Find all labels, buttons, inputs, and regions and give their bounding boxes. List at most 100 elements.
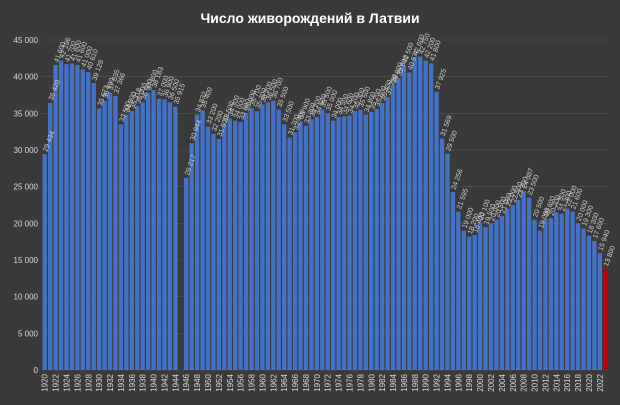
bar xyxy=(565,208,570,370)
y-tick-label: 45 000 xyxy=(14,36,39,45)
x-tick-label: 1960 xyxy=(258,373,267,391)
bar xyxy=(80,69,85,370)
x-tick-label: 1986 xyxy=(400,373,409,391)
bar xyxy=(575,223,581,370)
bar xyxy=(287,137,292,370)
bar xyxy=(483,227,488,370)
x-tick-label: 2014 xyxy=(552,373,561,391)
bar xyxy=(135,106,140,370)
bar xyxy=(118,124,124,370)
x-tick-label: 1946 xyxy=(182,373,191,391)
y-tick-label: 0 xyxy=(34,366,39,375)
bar xyxy=(227,118,232,370)
bar xyxy=(222,124,227,370)
bar xyxy=(86,72,91,371)
x-tick-label: 1968 xyxy=(302,373,311,391)
bar xyxy=(461,230,466,370)
bar xyxy=(526,197,532,370)
bar xyxy=(494,219,499,370)
x-axis: 1920 1922 1924 1926 1928 1930 1932 1934 1936 1938… xyxy=(41,373,605,391)
x-tick-label: 1950 xyxy=(204,373,213,391)
data-label: 37 925 xyxy=(434,68,448,91)
bar xyxy=(47,102,53,371)
x-tick-label: 2004 xyxy=(498,373,507,391)
bar xyxy=(510,205,515,370)
bar xyxy=(407,72,412,370)
bar xyxy=(129,111,134,370)
bar xyxy=(292,132,298,370)
bar xyxy=(488,223,494,370)
bar-layer xyxy=(42,56,608,371)
x-tick-label: 1930 xyxy=(95,373,104,391)
x-tick-label: 1994 xyxy=(443,373,452,391)
x-tick-label: 1966 xyxy=(291,373,300,391)
y-axis: 0 5 000 10 000 15 000 20 000 25 000 30 000 35 0… xyxy=(14,36,39,375)
bar xyxy=(499,216,505,370)
x-tick-label: 2018 xyxy=(574,373,583,391)
bar xyxy=(379,103,385,371)
bar xyxy=(554,212,559,370)
bar xyxy=(603,268,608,370)
y-tick-label: 35 000 xyxy=(14,109,39,118)
bar xyxy=(75,64,80,370)
bar xyxy=(282,124,287,370)
bar xyxy=(450,192,456,370)
bar xyxy=(91,83,96,370)
bar xyxy=(200,110,205,371)
bar xyxy=(532,219,537,370)
x-tick-label: 1934 xyxy=(117,373,126,391)
bar xyxy=(276,109,281,371)
x-tick-label: 2012 xyxy=(541,373,550,391)
bar xyxy=(184,177,189,370)
bar xyxy=(173,106,178,370)
bar xyxy=(374,108,379,370)
bar xyxy=(418,56,423,370)
bar xyxy=(205,126,211,371)
bar xyxy=(271,100,276,370)
bar xyxy=(434,91,439,370)
bar xyxy=(548,218,554,370)
chart-title: Число живорождений в Латвии xyxy=(200,10,419,26)
x-tick-label: 1956 xyxy=(237,373,246,391)
bar xyxy=(254,111,260,370)
x-tick-label: 1920 xyxy=(41,373,50,391)
bar xyxy=(58,60,64,370)
bar xyxy=(211,133,216,370)
x-tick-label: 1988 xyxy=(411,373,420,391)
bar xyxy=(390,85,396,370)
bar xyxy=(145,92,151,371)
x-tick-label: 1972 xyxy=(324,373,333,391)
y-tick-label: 25 000 xyxy=(14,183,39,192)
x-tick-label: 1944 xyxy=(171,373,180,391)
bar xyxy=(124,114,129,370)
bar xyxy=(249,108,254,370)
x-tick-label: 2022 xyxy=(596,373,605,391)
x-tick-label: 1970 xyxy=(313,373,322,391)
bar xyxy=(151,89,156,370)
bar xyxy=(309,119,314,370)
x-tick-label: 1978 xyxy=(356,373,365,391)
bar xyxy=(586,235,592,370)
x-tick-label: 1942 xyxy=(160,373,169,391)
x-tick-label: 1998 xyxy=(465,373,474,391)
bar xyxy=(369,111,374,370)
y-tick-label: 15 000 xyxy=(14,256,39,265)
data-label: 24 256 xyxy=(451,168,465,191)
x-tick-label: 2008 xyxy=(520,373,529,391)
y-tick-label: 5 000 xyxy=(18,329,39,338)
bar xyxy=(412,57,417,370)
bar xyxy=(303,125,309,370)
bar xyxy=(233,120,238,371)
bar xyxy=(243,113,249,370)
bar xyxy=(592,240,597,370)
bar xyxy=(505,208,510,370)
bar xyxy=(325,113,330,370)
x-tick-label: 1936 xyxy=(128,373,137,391)
bar xyxy=(102,100,107,370)
bar xyxy=(189,143,194,370)
x-tick-label: 1938 xyxy=(139,373,148,391)
bar xyxy=(543,218,548,370)
bar xyxy=(439,138,445,370)
x-tick-label: 1990 xyxy=(422,373,431,391)
